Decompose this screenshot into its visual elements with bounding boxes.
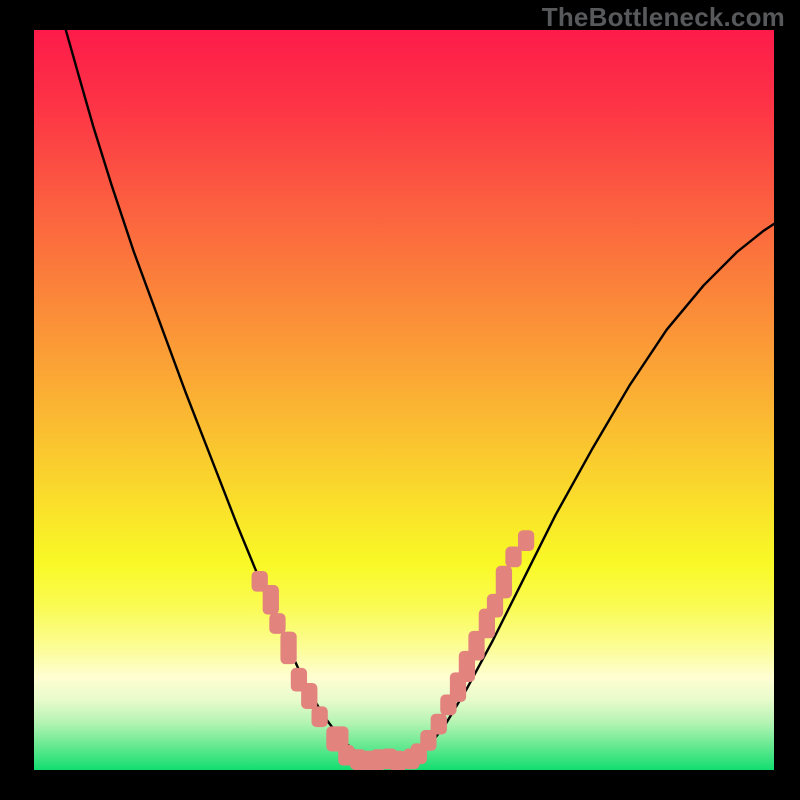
gradient-background: [34, 30, 774, 770]
curve-marker: [280, 632, 296, 665]
plot-svg: [34, 30, 774, 770]
watermark-text: TheBottleneck.com: [542, 2, 785, 33]
curve-marker: [431, 714, 447, 735]
curve-marker: [263, 585, 279, 615]
plot-area: [34, 30, 774, 770]
curve-marker: [505, 547, 521, 568]
curve-marker: [518, 530, 534, 551]
curve-marker: [301, 683, 317, 709]
chart-frame: TheBottleneck.com: [0, 0, 800, 800]
curve-marker: [269, 613, 285, 634]
curve-marker: [312, 706, 328, 727]
curve-marker: [496, 566, 512, 599]
